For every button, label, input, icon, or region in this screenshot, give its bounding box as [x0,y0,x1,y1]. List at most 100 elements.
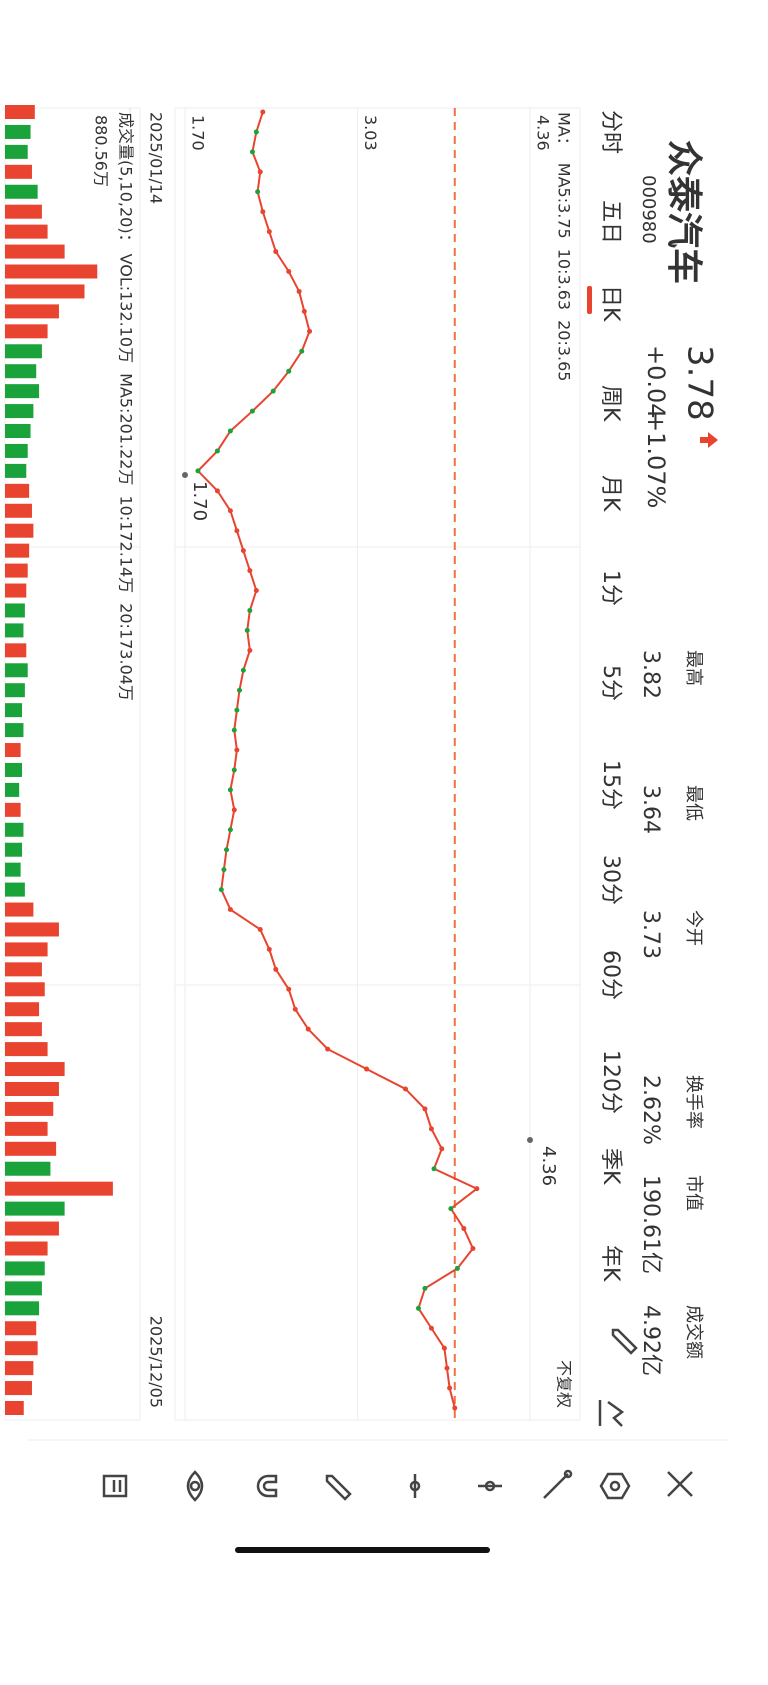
stat-value: 3.64 [638,785,663,834]
draw-icon[interactable] [611,1328,638,1355]
tab[interactable]: 周K [598,385,623,422]
volume-bar [4,922,59,937]
tab[interactable]: 季K [598,1148,623,1185]
volume-bar [5,1201,65,1216]
volume-bar [4,842,23,857]
price-point [249,149,255,155]
ma-legend: MA： [555,112,574,153]
settings-tool[interactable] [599,1472,631,1500]
volume-bar [5,683,25,698]
volume-bar [4,1281,42,1296]
price-point [214,448,220,454]
volume-bar [5,1361,34,1376]
price-point [236,687,242,693]
volume-bar [5,603,25,618]
eye-tool[interactable] [186,1470,204,1502]
price-line [196,111,479,1409]
volume-bar [4,304,59,319]
tab[interactable]: 15分 [598,760,623,810]
line-tool[interactable] [543,1469,573,1499]
volume-bar [5,902,34,917]
price-point [227,787,233,793]
tab[interactable]: 五日 [598,200,623,244]
price-point [227,428,233,434]
price-point [301,308,307,314]
pen-tool[interactable] [325,1474,352,1501]
volume-bar [5,164,32,179]
x-tick-label: 2025/01/14 [147,112,166,204]
volume-bar [5,1062,65,1077]
price-point [257,169,263,175]
volume-bar [4,762,23,777]
price-point [422,1285,428,1291]
volume-bar [5,224,48,239]
volume-bar [4,1002,40,1017]
price-point [244,627,250,633]
price-point [428,1325,434,1331]
ma-legend: MA5:3.75 [555,163,574,239]
volume-bar [4,184,38,199]
price-point [270,388,276,394]
volume-bar [4,344,42,359]
volume-bar [5,124,31,139]
ma-legend: 10:3.63 [555,249,574,310]
indicator-icon[interactable] [598,1400,625,1427]
volume-bar [5,503,32,518]
price-point [214,488,220,494]
volume-bar [5,523,34,538]
volume-bar [5,583,27,598]
volume-bar [4,743,21,758]
tab[interactable]: 120分 [598,1050,623,1114]
home-indicator [235,1547,490,1553]
price-point [448,1206,454,1212]
magnet-tool[interactable] [256,1474,278,1498]
volume-bar [5,483,30,498]
volume-bar [5,424,31,439]
volume-bar [5,1261,45,1276]
volume-legend: 20:173.04万 [117,603,136,701]
price-point [221,867,227,873]
tab[interactable]: 年K [598,1245,623,1282]
price-point [240,548,246,554]
price-point [452,1405,458,1411]
price-point [234,747,240,753]
tab[interactable]: 30分 [598,855,623,905]
volume-bar [5,663,28,678]
price-point [247,607,253,613]
tab[interactable]: 1分 [598,570,623,606]
up-arrow [700,432,718,448]
volume-bar [5,443,28,458]
chart-frame [174,107,581,1421]
price-adjust: 不复权 [555,1360,574,1408]
close-button[interactable] [667,1471,693,1497]
stat-label: 成交额 [683,1305,704,1359]
price-point [444,1365,450,1371]
tab[interactable]: 60分 [598,950,623,1000]
ray-tool[interactable] [478,1480,502,1492]
tab[interactable]: 分时 [598,110,623,154]
tab[interactable]: 月K [598,475,623,512]
stock-code: 000980 [638,175,659,244]
stat-value: 3.82 [638,650,663,699]
hline-tool[interactable] [409,1474,421,1498]
delete-tool[interactable] [102,1474,128,1498]
price-point [231,767,237,773]
price-point [431,1166,437,1172]
price-point [428,1126,434,1132]
price-point [305,1026,311,1032]
price-point [247,647,253,653]
volume-bar [4,364,37,379]
volume-bar [4,1022,42,1037]
price-point [299,348,305,354]
tab[interactable]: 5分 [598,665,623,701]
price-point [218,887,224,893]
price-point [441,1345,447,1351]
price-point [474,1186,480,1192]
volume-bar [5,324,48,339]
tab[interactable]: 日K [598,285,623,322]
volume-bar [5,1101,54,1116]
volume-bar [5,982,45,997]
active-tab-indicator [587,286,592,314]
price-point [255,189,261,195]
